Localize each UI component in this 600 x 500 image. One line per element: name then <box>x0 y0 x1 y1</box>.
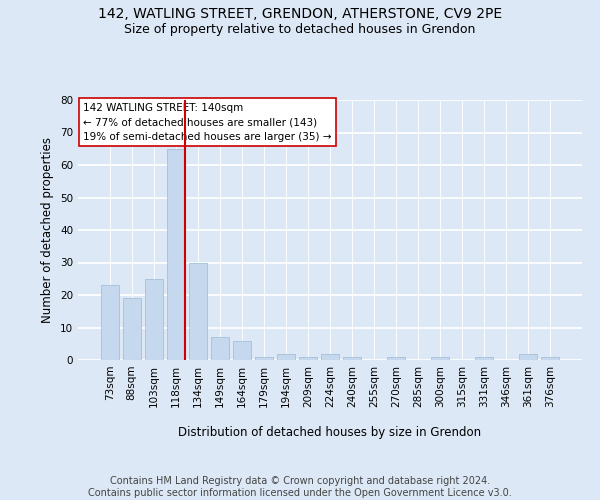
Text: Distribution of detached houses by size in Grendon: Distribution of detached houses by size … <box>178 426 482 439</box>
Bar <box>145 279 163 360</box>
Text: 142, WATLING STREET, GRENDON, ATHERSTONE, CV9 2PE: 142, WATLING STREET, GRENDON, ATHERSTONE… <box>98 8 502 22</box>
Bar <box>189 262 206 360</box>
Text: Size of property relative to detached houses in Grendon: Size of property relative to detached ho… <box>124 22 476 36</box>
Bar <box>211 337 229 360</box>
Bar <box>277 354 295 360</box>
Bar <box>299 357 317 360</box>
Bar <box>167 149 185 360</box>
Bar <box>101 285 119 360</box>
Bar <box>321 354 339 360</box>
Bar <box>431 357 449 360</box>
Bar <box>123 298 140 360</box>
Bar <box>255 357 273 360</box>
Bar <box>541 357 559 360</box>
Bar <box>520 354 537 360</box>
Bar <box>475 357 493 360</box>
Text: Contains HM Land Registry data © Crown copyright and database right 2024.
Contai: Contains HM Land Registry data © Crown c… <box>88 476 512 498</box>
Bar <box>343 357 361 360</box>
Y-axis label: Number of detached properties: Number of detached properties <box>41 137 55 323</box>
Bar <box>233 340 251 360</box>
Text: 142 WATLING STREET: 140sqm
← 77% of detached houses are smaller (143)
19% of sem: 142 WATLING STREET: 140sqm ← 77% of deta… <box>83 102 332 142</box>
Bar <box>387 357 405 360</box>
